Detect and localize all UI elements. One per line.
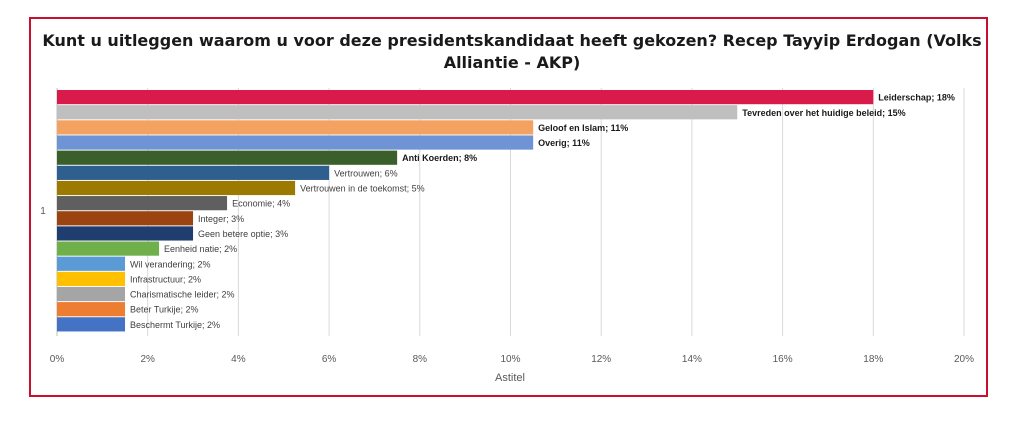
bar-data-label: Infrastructuur; 2% [130, 274, 201, 284]
bar-data-label: Leiderschap; 18% [878, 93, 955, 103]
bar [57, 105, 738, 120]
bar-data-label: Geen betere optie; 3% [198, 229, 288, 239]
bar [57, 135, 534, 150]
bar-data-label: Economie; 4% [232, 199, 290, 209]
bar [57, 317, 126, 332]
x-tick-label: 2% [140, 354, 155, 365]
x-tick-label: 0% [50, 354, 65, 365]
bar-data-label: Overig; 11% [538, 138, 590, 148]
bar [57, 211, 194, 226]
bar [57, 150, 398, 165]
bar [57, 256, 126, 271]
bar-data-label: Charismatische leider; 2% [130, 290, 235, 300]
x-tick-label: 16% [773, 354, 793, 365]
x-tick-label: 14% [682, 354, 702, 365]
chart-title: Kunt u uitleggen waarom u voor deze pres… [0, 30, 1024, 74]
bar [57, 180, 296, 196]
bar-data-label: Vertrouwen; 6% [334, 168, 398, 178]
chart-title-line-2: Alliantie - AKP) [443, 53, 581, 72]
chart-title-line-1: Kunt u uitleggen waarom u voor deze pres… [42, 31, 982, 50]
x-tick-label: 4% [231, 354, 246, 365]
bar-data-label: Wil verandering; 2% [130, 259, 211, 269]
x-axis-title: Astitel [495, 372, 525, 384]
bar [57, 165, 330, 180]
bar [57, 302, 126, 317]
x-tick-label: 12% [591, 354, 611, 365]
bar-data-label: Geloof en Islam; 11% [538, 123, 628, 133]
bar-data-label: Vertrouwen in de toekomst; 5% [300, 184, 425, 194]
x-tick-label: 6% [322, 354, 337, 365]
bar-data-label: Eenheid natie; 2% [164, 244, 237, 254]
bar [57, 226, 194, 241]
bar-data-label: Beter Turkije; 2% [130, 305, 199, 315]
bar-data-label: Anti Koerden; 8% [402, 153, 477, 163]
y-category-label: 1 [40, 206, 46, 217]
bar [57, 90, 874, 105]
bar [57, 271, 126, 286]
bar [57, 241, 160, 256]
bar [57, 196, 228, 211]
x-tick-label: 20% [954, 354, 974, 365]
bar-data-label: Tevreden over het huidige beleid; 15% [742, 108, 905, 118]
bar-data-label: Integer; 3% [198, 214, 244, 224]
bar-data-label: Beschermt Turkije; 2% [130, 320, 220, 330]
bar [57, 286, 126, 302]
x-tick-label: 18% [863, 354, 883, 365]
x-tick-label: 8% [413, 354, 428, 365]
bar [57, 120, 534, 135]
x-tick-label: 10% [500, 354, 520, 365]
